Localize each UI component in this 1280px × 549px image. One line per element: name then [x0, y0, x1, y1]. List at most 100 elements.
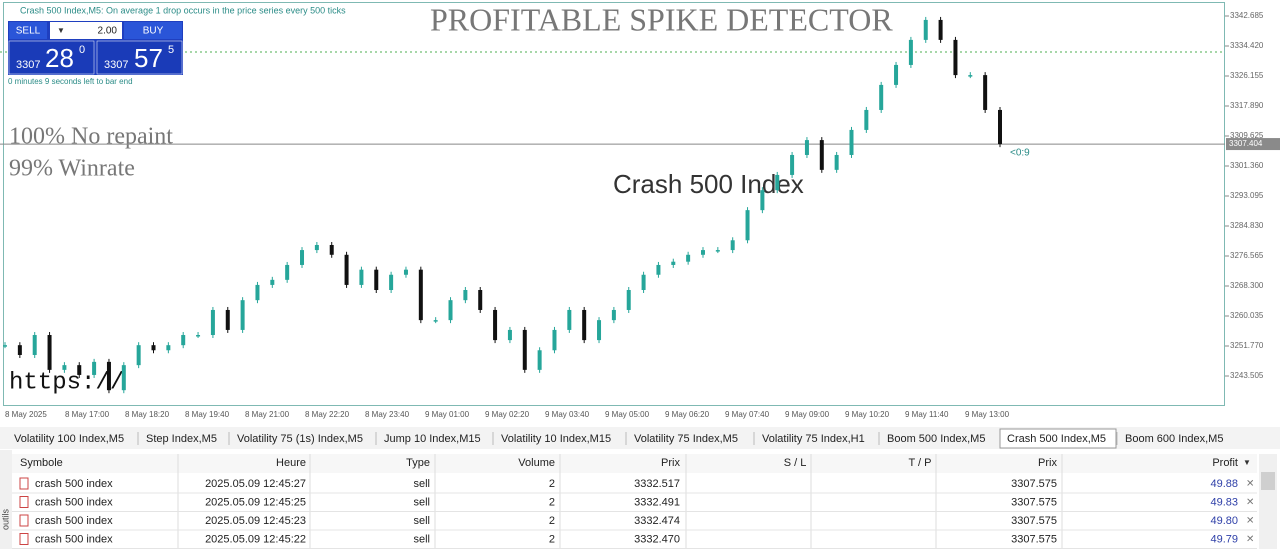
lot-input[interactable] — [50, 22, 122, 39]
candle-body — [196, 335, 201, 337]
candle-body — [285, 264, 290, 280]
sell-button[interactable] — [9, 22, 47, 39]
tab[interactable]: Boom 500 Index,M5 — [887, 433, 985, 445]
order-icon — [19, 496, 29, 508]
candle-body — [225, 309, 230, 330]
tab[interactable]: Volatility 100 Index,M5 — [14, 433, 124, 445]
x-tick-label: 9 May 02:20 — [485, 410, 530, 419]
cell: sell — [413, 515, 430, 527]
sell-label[interactable]: SELL — [16, 26, 41, 37]
x-tick-label: 8 May 21:00 — [245, 410, 290, 419]
cell: 2 — [549, 496, 555, 508]
column-header[interactable]: T / P — [908, 457, 931, 469]
lot-value[interactable]: 2.00 — [98, 26, 118, 37]
candle-body — [359, 269, 364, 285]
tab[interactable]: Volatility 75 (1s) Index,M5 — [237, 433, 363, 445]
tab[interactable]: Volatility 75 Index,H1 — [762, 433, 865, 445]
close-order[interactable]: ✕ — [1246, 479, 1254, 490]
column-header[interactable]: Symbole — [20, 457, 63, 469]
candle-body — [478, 290, 483, 310]
scrollbar-thumb[interactable] — [1261, 472, 1275, 490]
cell: 49.88 — [1210, 478, 1238, 490]
cell: 3307.575 — [1011, 496, 1057, 508]
x-tick-label: 9 May 13:00 — [965, 410, 1010, 419]
candle-body — [344, 254, 349, 285]
column-header[interactable]: Prix — [1038, 457, 1057, 469]
overlay-url: https:// — [9, 369, 124, 396]
close-order[interactable]: ✕ — [1246, 516, 1254, 527]
candle-body — [255, 284, 260, 301]
sell-price-box[interactable] — [8, 40, 95, 75]
y-tick-label: 3309.625 — [1230, 131, 1264, 140]
close-order[interactable]: ✕ — [1246, 534, 1254, 545]
tab[interactable]: Boom 600 Index,M5 — [1125, 433, 1223, 445]
candle-body — [418, 269, 423, 321]
column-header[interactable]: Heure — [276, 457, 306, 469]
candle-body — [166, 345, 171, 351]
cell: 49.80 — [1210, 515, 1238, 527]
x-tick-label: 8 May 19:40 — [185, 410, 230, 419]
cell: 3307.575 — [1011, 533, 1057, 545]
lot-arrow[interactable]: ▼ — [57, 26, 65, 35]
candle-body — [641, 274, 646, 291]
cell: crash 500 index — [35, 478, 113, 490]
cell: 2025.05.09 12:45:22 — [205, 533, 306, 545]
tab[interactable]: Step Index,M5 — [146, 433, 217, 445]
candle-body — [151, 345, 156, 351]
candle-body — [210, 309, 215, 336]
tab[interactable]: Volatility 75 Index,M5 — [634, 433, 738, 445]
candle-body — [745, 210, 750, 241]
candle-body — [923, 19, 928, 40]
x-tick-label: 9 May 11:40 — [905, 410, 949, 419]
buy-label[interactable]: BUY — [143, 26, 164, 37]
overlay-claim: 100% No repaint — [9, 124, 173, 150]
sort-arrow: ▼ — [1243, 458, 1251, 467]
x-tick-label: 9 May 05:00 — [605, 410, 650, 419]
candle-body — [715, 250, 720, 252]
y-tick-label: 3342.685 — [1230, 11, 1264, 20]
price-label: 3307.404 — [1229, 139, 1263, 148]
bar-countdown: <0:9 — [1010, 148, 1030, 159]
candle-body — [77, 365, 82, 375]
sell-pips: 28 — [45, 43, 74, 73]
tab-bar — [0, 427, 1280, 449]
x-tick-label: 8 May 23:40 — [365, 410, 410, 419]
tab[interactable]: Jump 10 Index,M15 — [384, 433, 481, 445]
y-tick-label: 3251.770 — [1230, 341, 1264, 350]
x-tick-label: 9 May 07:40 — [725, 410, 770, 419]
x-tick-label: 8 May 22:20 — [305, 410, 350, 419]
cell: 49.83 — [1210, 496, 1238, 508]
candle-body — [567, 309, 572, 330]
tab[interactable]: Volatility 10 Index,M15 — [501, 433, 611, 445]
column-header[interactable]: Volume — [518, 457, 555, 469]
buy-big-figure: 3307 — [104, 59, 128, 71]
candle-body — [270, 279, 275, 285]
toolbox-label[interactable]: outils — [0, 508, 10, 530]
candle-body — [62, 365, 67, 370]
tab[interactable]: Crash 500 Index,M5 — [1007, 433, 1106, 445]
candle-body — [656, 264, 661, 275]
column-header[interactable]: Profit — [1212, 457, 1238, 469]
cell: 2025.05.09 12:45:25 — [205, 496, 306, 508]
candle-body — [611, 309, 616, 321]
candle-body — [686, 254, 691, 262]
y-tick-label: 3334.420 — [1230, 41, 1264, 50]
candle-body — [17, 345, 22, 355]
close-order[interactable]: ✕ — [1246, 497, 1254, 508]
scrollbar[interactable] — [1259, 454, 1277, 549]
sell-big-figure: 3307 — [16, 59, 40, 71]
buy-price-box[interactable] — [96, 40, 183, 75]
symbol-watermark: Crash 500 Index — [613, 169, 804, 199]
y-tick-label: 3268.300 — [1230, 281, 1264, 290]
order-icon — [19, 477, 29, 490]
column-header[interactable]: S / L — [784, 457, 807, 469]
cell: sell — [413, 478, 430, 490]
candle-body — [819, 140, 824, 170]
buy-button[interactable] — [124, 22, 182, 39]
candle-body — [626, 290, 631, 310]
tab-active[interactable] — [999, 428, 1117, 449]
column-header[interactable]: Prix — [661, 457, 680, 469]
column-header[interactable]: Type — [406, 457, 430, 469]
x-tick-label: 9 May 03:40 — [545, 410, 590, 419]
